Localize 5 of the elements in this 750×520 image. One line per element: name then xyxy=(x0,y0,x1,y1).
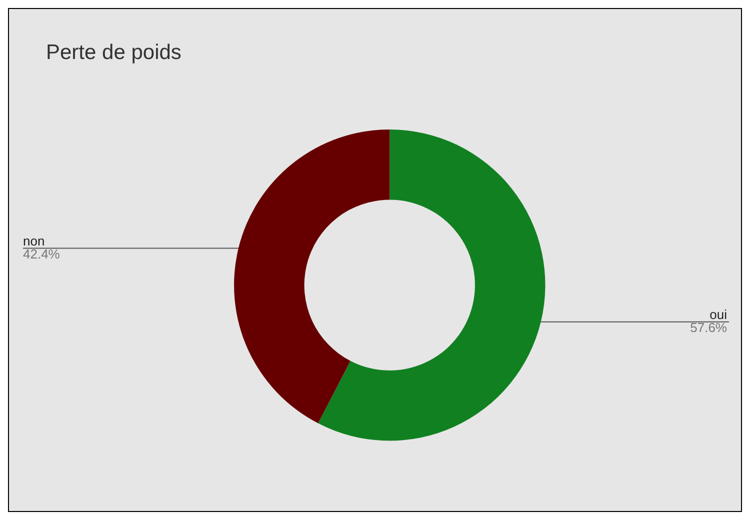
data-label: 57.6% xyxy=(690,320,728,335)
chart-title: Perte de poids xyxy=(46,41,182,64)
slice-label: oui xyxy=(710,306,728,322)
slice-label: non xyxy=(23,233,45,248)
data-label: 42.4% xyxy=(23,246,60,262)
